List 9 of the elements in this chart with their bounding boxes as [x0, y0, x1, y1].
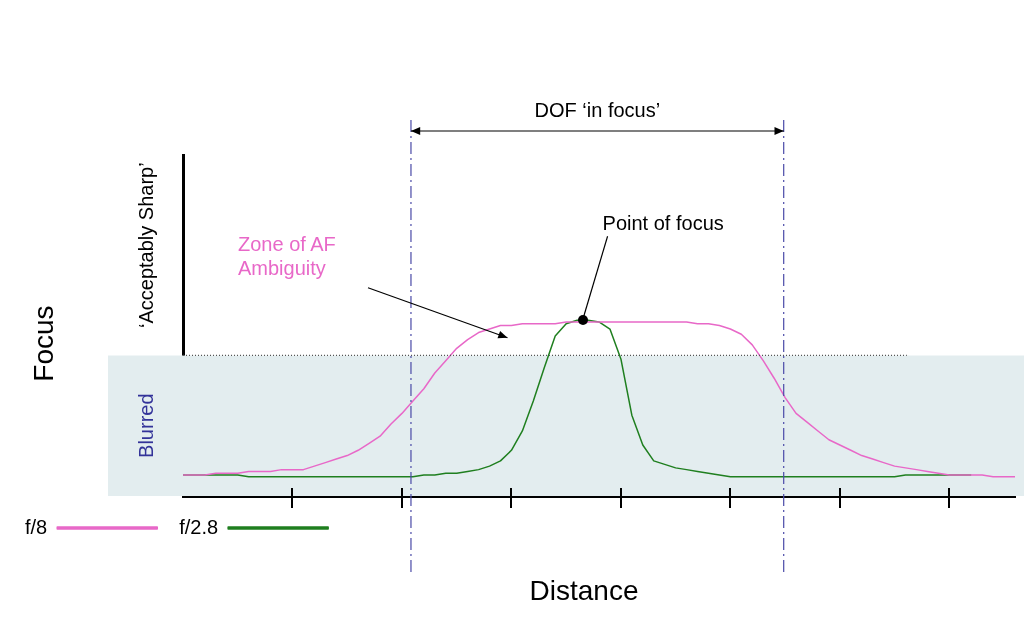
y-axis-title: Focus — [27, 305, 59, 382]
legend-label: f/2.8 — [179, 515, 219, 538]
x-axis-title: Distance — [529, 574, 639, 606]
text: Point of focus — [602, 211, 724, 234]
ref-line-label: ‘Acceptably Sharp’ — [134, 162, 157, 329]
text: DOF ‘in focus’ — [534, 98, 661, 121]
band-label: Blurred — [134, 393, 157, 458]
legend-label: f/8 — [24, 515, 48, 538]
text: Zone of AF Ambiguity — [238, 233, 336, 280]
